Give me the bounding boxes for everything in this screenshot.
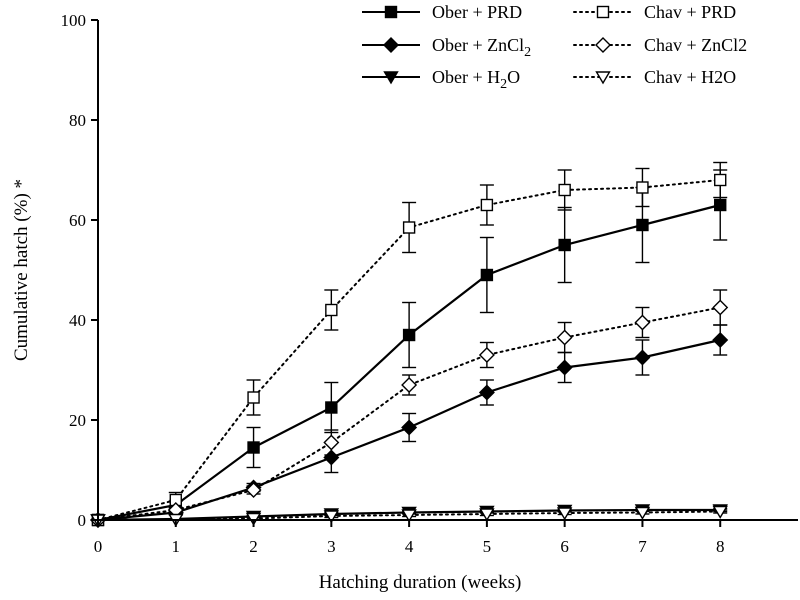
x-axis-title: Hatching duration (weeks) xyxy=(319,572,522,593)
data-point xyxy=(479,508,495,522)
data-point xyxy=(714,198,727,212)
legend-item-5: Chav + ZnCl2 xyxy=(573,35,747,55)
legend-marker xyxy=(383,37,399,53)
data-point xyxy=(714,173,727,187)
series-2 xyxy=(90,324,729,528)
data-point xyxy=(325,303,338,317)
data-point xyxy=(401,419,418,436)
data-point xyxy=(401,377,418,393)
axes: 0 20 40 60 80 100 0 1 2 3 4 5 6 7 8 xyxy=(61,11,798,556)
data-point xyxy=(245,482,262,498)
legend-marker xyxy=(384,5,398,19)
y-tick-label: 40 xyxy=(69,311,86,330)
x-tick-label: 3 xyxy=(327,537,336,556)
data-point xyxy=(634,349,651,366)
legend-marker xyxy=(595,37,611,53)
legend: Ober + PRD Ober + ZnCl2 Ober + H2O Chav + P… xyxy=(362,2,747,92)
x-tick-label: 8 xyxy=(716,537,725,556)
x-tick-label: 4 xyxy=(405,537,414,556)
data-point xyxy=(402,221,416,234)
data-point xyxy=(323,510,340,524)
data-point xyxy=(634,314,651,331)
data-point xyxy=(636,218,649,232)
legend-label: Ober + H2O xyxy=(432,67,520,92)
x-tick-label: 2 xyxy=(249,537,258,556)
data-point xyxy=(480,198,494,212)
legend-item-3: Ober + H2O xyxy=(362,67,520,92)
y-tick-label: 100 xyxy=(61,11,87,30)
legend-marker xyxy=(596,5,610,19)
data-point xyxy=(712,332,729,348)
data-point xyxy=(558,238,571,252)
x-tick-label: 6 xyxy=(560,537,569,556)
x-tick-label: 7 xyxy=(638,537,647,556)
data-point xyxy=(556,359,573,376)
data-point xyxy=(247,441,260,454)
data-point xyxy=(480,268,494,282)
legend-marker xyxy=(595,71,611,85)
legend-label: Chav + ZnCl2 xyxy=(644,35,747,55)
legend-item-6: Chav + H2O xyxy=(573,67,736,87)
series-1 xyxy=(91,169,728,527)
data-point xyxy=(401,509,417,523)
data-point xyxy=(556,329,573,346)
legend-label: Chav + PRD xyxy=(644,2,736,22)
data-point xyxy=(712,299,729,316)
legend-label: Chav + H2O xyxy=(644,67,736,87)
y-axis-title: Cumulative hatch (%) * xyxy=(11,179,32,361)
data-point xyxy=(712,505,728,519)
y-tick-label: 60 xyxy=(69,211,86,230)
x-tick-label: 0 xyxy=(94,537,103,556)
data-point xyxy=(325,401,338,414)
y-tick-label: 80 xyxy=(69,111,86,130)
legend-item-2: Ober + ZnCl2 xyxy=(362,35,531,60)
legend-item-1: Ober + PRD xyxy=(362,2,522,22)
x-tick-label: 5 xyxy=(483,537,492,556)
data-point xyxy=(402,328,416,342)
legend-marker xyxy=(383,71,399,85)
plot-area xyxy=(90,161,729,528)
series-5 xyxy=(90,289,729,528)
legend-item-4: Chav + PRD xyxy=(573,2,736,22)
y-tick-label: 20 xyxy=(69,411,86,430)
legend-label: Ober + PRD xyxy=(432,2,522,22)
x-tick-label: 1 xyxy=(172,537,181,556)
data-point xyxy=(323,434,340,451)
y-tick-label: 0 xyxy=(78,511,87,530)
legend-label: Ober + ZnCl2 xyxy=(432,35,531,60)
data-point xyxy=(634,506,651,520)
data-point xyxy=(558,183,571,197)
data-point xyxy=(247,391,260,404)
data-point xyxy=(478,384,495,401)
series-4 xyxy=(91,161,728,527)
data-point xyxy=(478,347,495,363)
data-point xyxy=(556,507,573,521)
data-point xyxy=(636,181,649,194)
